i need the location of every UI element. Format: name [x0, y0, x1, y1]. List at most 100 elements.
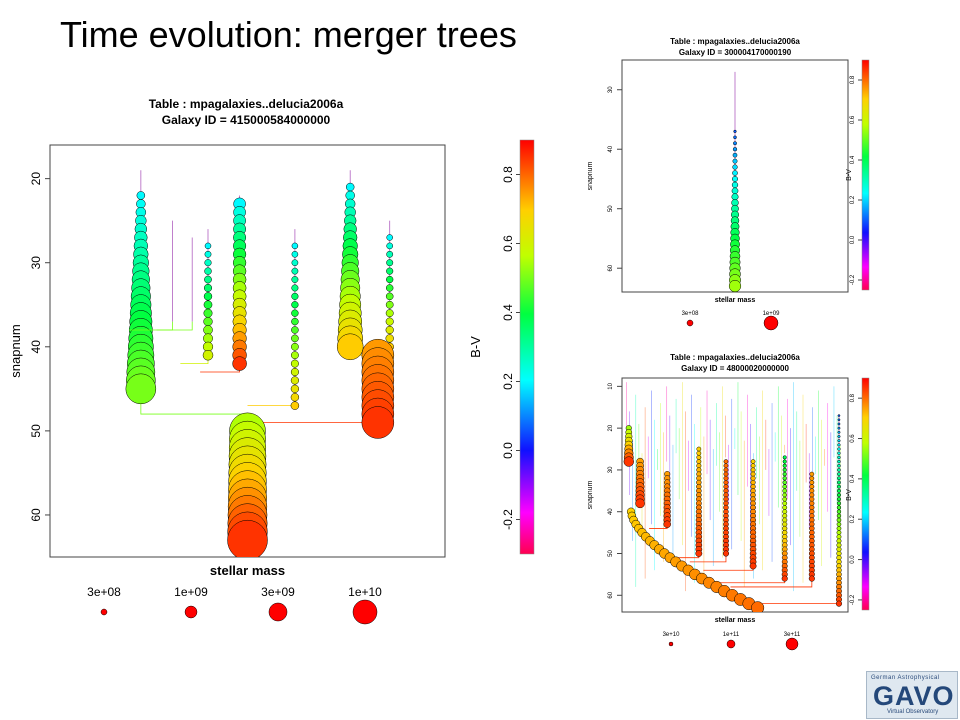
galaxy-node — [809, 471, 815, 477]
galaxy-node — [782, 467, 787, 473]
galaxy-node — [386, 275, 394, 284]
galaxy-node — [232, 356, 247, 371]
merge-line — [156, 321, 193, 331]
galaxy-node — [385, 317, 394, 326]
galaxy-node — [203, 292, 213, 301]
galaxy-node — [731, 181, 739, 189]
y-tick-label: 60 — [29, 508, 43, 522]
galaxy-node — [782, 471, 787, 477]
galaxy-node — [345, 190, 355, 201]
galaxy-node — [836, 497, 842, 502]
galaxy-node — [203, 316, 213, 327]
y-tick-label: 20 — [29, 172, 43, 186]
galaxy-node — [723, 479, 729, 485]
y-tick-label: 10 — [608, 382, 614, 389]
colorbar-tick-label: 0.2 — [850, 514, 856, 523]
galaxy-node — [728, 279, 742, 292]
galaxy-node — [290, 367, 299, 377]
galaxy-node — [291, 301, 299, 309]
galaxy-node — [204, 275, 212, 284]
galaxy-node — [750, 467, 756, 473]
merger-tree-plot-main: Table : mpagalaxies..delucia2006a Galaxy … — [8, 97, 535, 625]
galaxy-node — [837, 447, 841, 451]
size-legend-label: 1e+11 — [723, 632, 740, 638]
galaxy-node — [751, 601, 765, 612]
galaxy-node — [836, 542, 842, 548]
galaxy-node — [836, 521, 842, 527]
y-axis-label: snapnum — [8, 324, 23, 377]
galaxy-node — [782, 455, 787, 460]
y-tick-label: 20 — [608, 424, 614, 431]
galaxy-node — [291, 267, 299, 275]
galaxy-node — [290, 351, 299, 360]
galaxy-node — [291, 276, 299, 283]
galaxy-node — [204, 250, 212, 258]
galaxy-node — [345, 182, 355, 192]
galaxy-node — [837, 476, 841, 481]
y-tick-label: 50 — [608, 205, 614, 212]
galaxy-node — [203, 308, 213, 318]
size-legend-label: 3e+08 — [87, 585, 121, 599]
colorbar — [519, 139, 535, 555]
y-axis-label: snapnum — [587, 480, 594, 509]
galaxy-node — [836, 538, 842, 544]
merge-line — [140, 388, 248, 415]
galaxy-node — [722, 550, 730, 557]
galaxy-node — [385, 334, 394, 343]
galaxy-node — [837, 463, 841, 468]
galaxy-node — [837, 443, 841, 447]
galaxy-node — [136, 199, 146, 209]
galaxy-node — [291, 284, 299, 292]
galaxy-node — [837, 418, 841, 422]
galaxy-node — [837, 430, 841, 434]
galaxy-node — [731, 187, 739, 195]
colorbar-tick-label: 0.8 — [501, 166, 515, 183]
galaxy-node — [125, 373, 157, 405]
galaxy-node — [837, 472, 841, 476]
colorbar-tick-label: 0.0 — [850, 555, 856, 564]
galaxy-node — [836, 530, 842, 535]
galaxy-node — [732, 147, 738, 152]
galaxy-node — [836, 513, 842, 519]
galaxy-node — [385, 292, 394, 301]
galaxy-node — [204, 267, 212, 275]
galaxy-node — [837, 451, 841, 455]
galaxy-node — [750, 471, 756, 477]
galaxy-node — [809, 484, 815, 490]
galaxy-node — [385, 309, 394, 318]
y-tick-label: 40 — [608, 508, 614, 515]
galaxy-node — [361, 406, 395, 439]
galaxy-node — [204, 259, 212, 267]
galaxy-node — [836, 488, 841, 493]
colorbar-tick-label: 0.4 — [850, 474, 856, 483]
galaxy-node — [385, 300, 394, 309]
galaxy-node — [723, 471, 729, 477]
size-legend-marker — [668, 641, 674, 647]
galaxy-node — [837, 455, 841, 460]
colorbar-tick-label: 0.6 — [850, 115, 856, 124]
galaxy-node — [749, 562, 757, 570]
galaxy-node — [386, 242, 394, 250]
galaxy-node — [291, 309, 299, 317]
galaxy-node — [837, 459, 841, 464]
colorbar-tick-label: 0.0 — [501, 442, 515, 459]
galaxy-node — [835, 600, 843, 607]
galaxy-node — [836, 509, 842, 514]
galaxy-node — [837, 480, 841, 485]
galaxy-node — [204, 242, 212, 250]
galaxy-node — [808, 575, 815, 582]
colorbar-tick-label: -0.2 — [850, 274, 856, 285]
galaxy-node — [203, 300, 213, 310]
galaxy-node — [781, 575, 788, 582]
galaxy-node — [782, 513, 788, 519]
galaxy-node — [750, 459, 756, 464]
galaxy-node — [809, 475, 815, 481]
size-legend-label: 1e+09 — [174, 585, 208, 599]
galaxy-node — [623, 456, 634, 467]
size-legend-marker — [726, 639, 736, 649]
galaxy-node — [291, 326, 299, 334]
galaxy-node — [723, 463, 729, 469]
galaxy-node — [837, 468, 841, 472]
galaxy-node — [202, 349, 214, 361]
